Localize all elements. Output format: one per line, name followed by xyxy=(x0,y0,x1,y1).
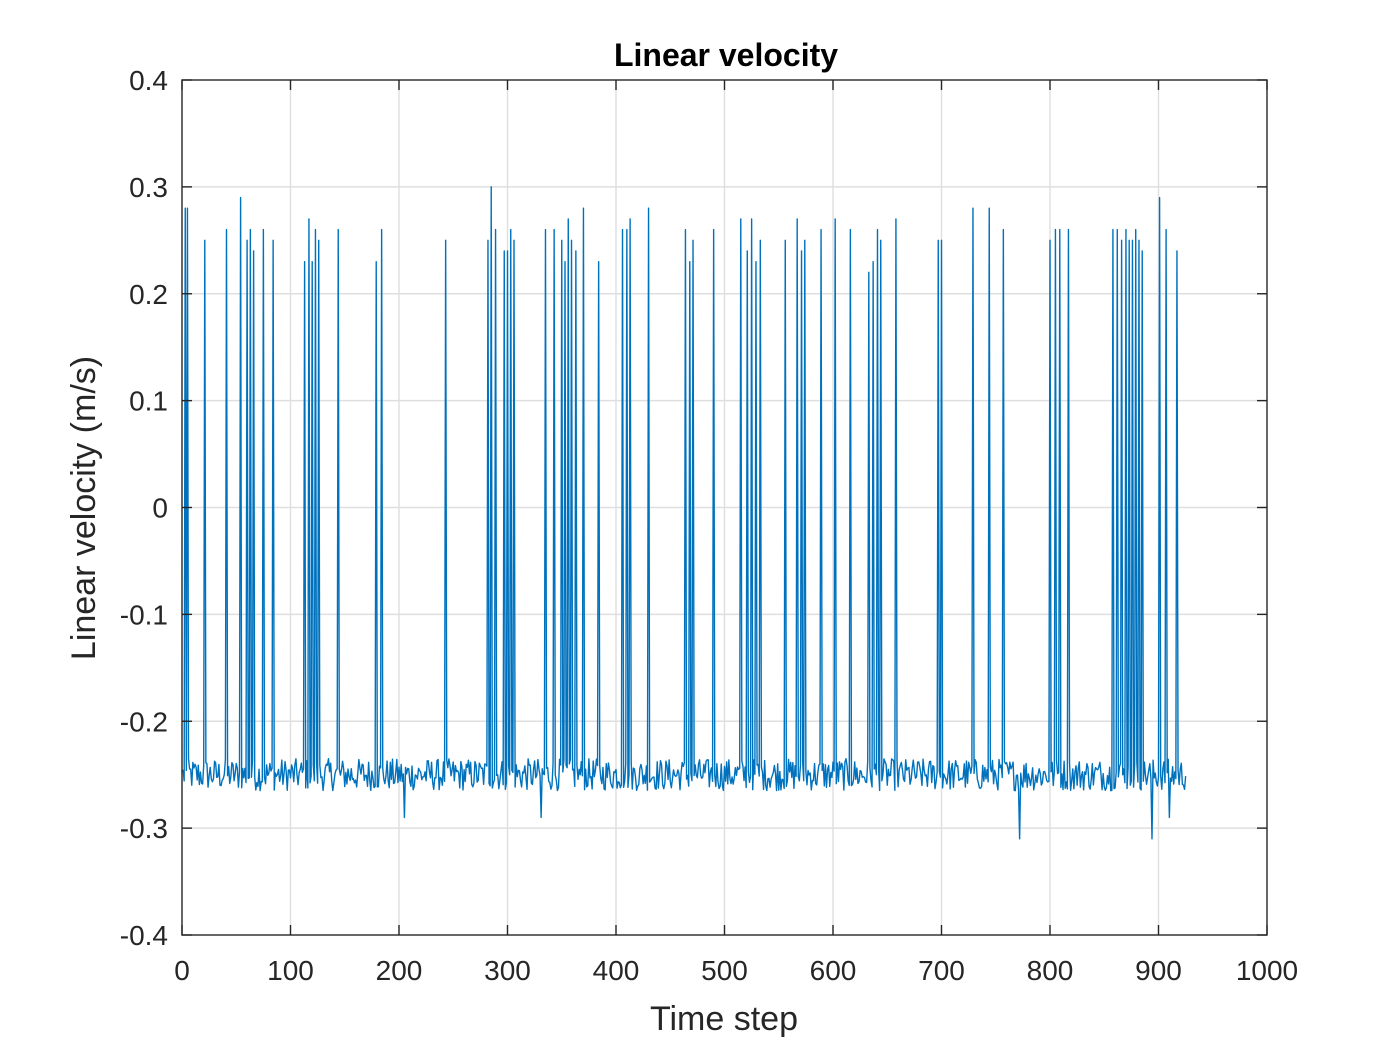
y-tick-label: 0 xyxy=(152,493,168,524)
y-tick-label: 0.3 xyxy=(129,172,168,203)
y-tick-label: -0.2 xyxy=(120,706,168,737)
plot-area xyxy=(182,186,1187,840)
x-tick-label: 100 xyxy=(267,955,314,986)
y-axis-label: Linear velocity (m/s) xyxy=(65,356,103,660)
chart-title: Linear velocity xyxy=(614,37,838,73)
y-tick-label: -0.3 xyxy=(120,813,168,844)
y-tick-label: -0.1 xyxy=(120,599,168,630)
x-tick-label: 400 xyxy=(593,955,640,986)
x-axis-label: Time step xyxy=(650,1000,798,1038)
grid-lines xyxy=(182,80,1267,935)
x-tick-label: 300 xyxy=(484,955,531,986)
x-tick-label: 600 xyxy=(810,955,857,986)
x-axis-ticks: 0 100 200 300 400 500 600 700 800 900 1000 xyxy=(174,80,1298,986)
x-tick-label: 1000 xyxy=(1236,955,1298,986)
y-tick-label: 0.4 xyxy=(129,65,168,96)
x-tick-label: 800 xyxy=(1027,955,1074,986)
x-tick-label: 200 xyxy=(376,955,423,986)
y-axis-ticks: -0.4 -0.3 -0.2 -0.1 0 0.1 0.2 0.3 0.4 xyxy=(120,65,1267,951)
x-tick-label: 900 xyxy=(1135,955,1182,986)
x-tick-label: 500 xyxy=(701,955,748,986)
y-tick-label: -0.4 xyxy=(120,920,168,951)
y-tick-label: 0.2 xyxy=(129,279,168,310)
y-tick-label: 0.1 xyxy=(129,386,168,417)
series-line xyxy=(182,186,1187,840)
x-tick-label: 0 xyxy=(174,955,190,986)
x-tick-label: 700 xyxy=(918,955,965,986)
